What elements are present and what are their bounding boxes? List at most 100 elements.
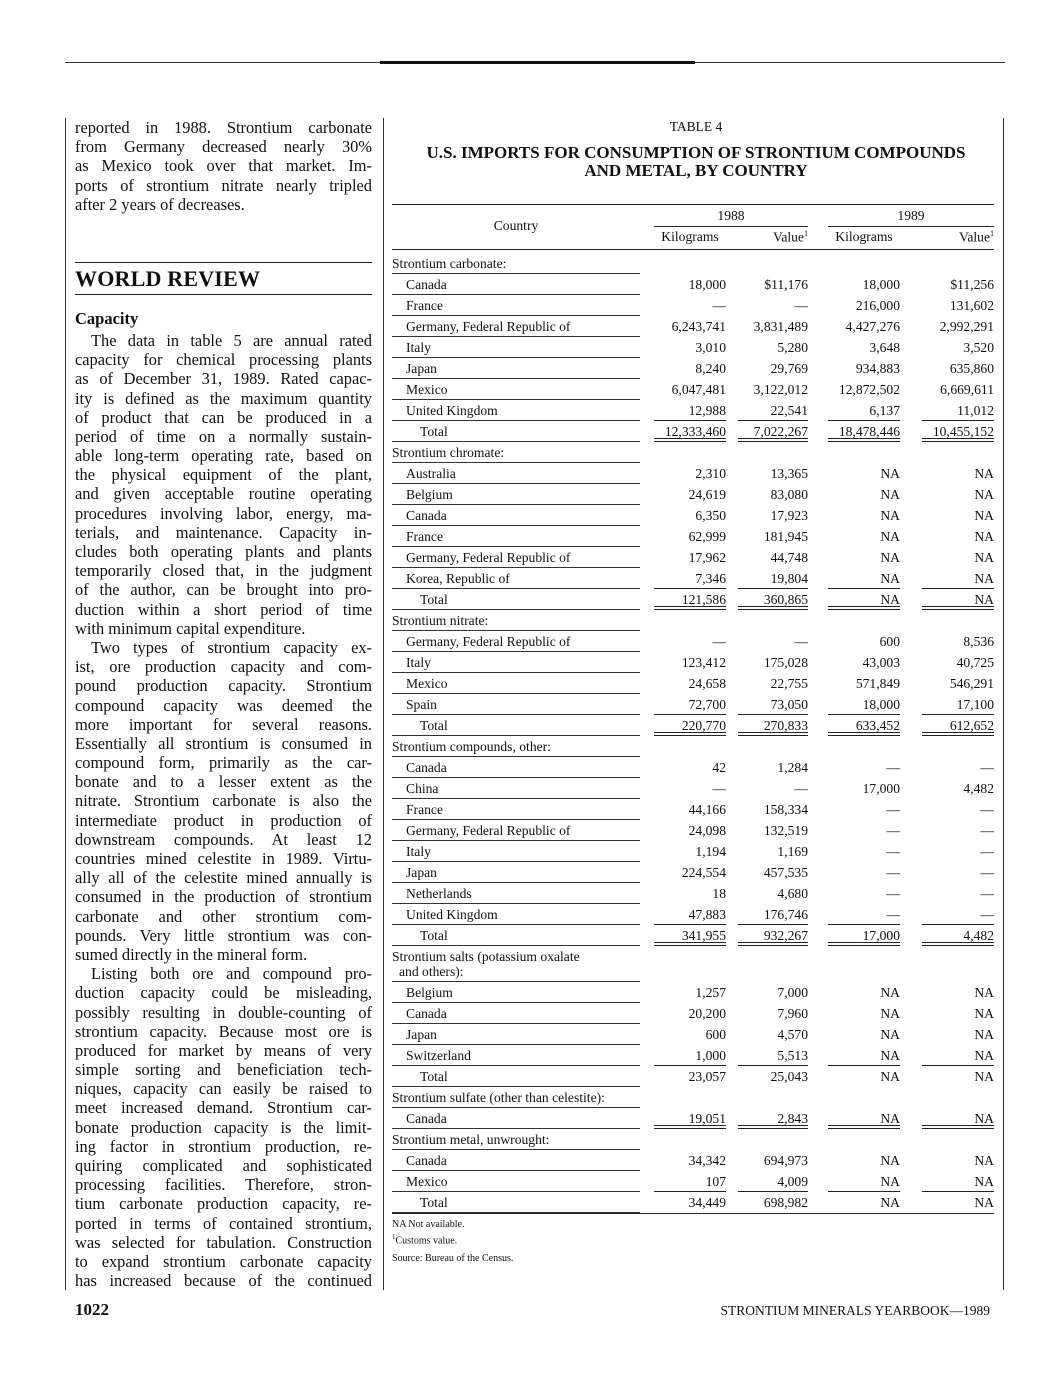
text-line: ing factor in strontium production, re- <box>75 1136 372 1156</box>
table-row: Australia 2,310 13,365 NA NA <box>392 463 994 484</box>
kg-1988-cell: 24,619 <box>688 487 726 502</box>
text-line: ported in terms of contained strontium, <box>75 1213 372 1233</box>
value-1988-cell: 1,169 <box>777 844 808 859</box>
table-row: Belgium 24,619 83,080 NA NA <box>392 484 994 505</box>
header-1988: 1988 <box>717 208 745 223</box>
kg-1989-cell: NA <box>880 1006 900 1021</box>
table-group-row: Strontium nitrate: <box>392 610 994 631</box>
table-row: Spain 72,700 73,050 18,000 17,100 <box>392 694 994 715</box>
kg-1989-cell: 18,000 <box>828 694 900 715</box>
country-cell: Italy <box>392 841 640 862</box>
value-1988-cell: 176,746 <box>738 904 808 925</box>
value-1988-cell: 181,945 <box>763 529 808 544</box>
kg-1988-cell: 34,342 <box>688 1153 726 1168</box>
table-title-line-1: U.S. IMPORTS FOR CONSUMPTION OF STRONTIU… <box>426 143 966 162</box>
kg-1989-cell: NA <box>880 466 900 481</box>
kg-1989-cell: 600 <box>879 634 900 649</box>
kg-1989-cell: 6,137 <box>828 400 900 421</box>
column-divider <box>383 118 384 1290</box>
kg-1988-cell: 1,000 <box>654 1045 726 1066</box>
value-1989-cell: NA <box>922 1171 994 1192</box>
text-line: tium carbonate production capacity, re- <box>75 1194 372 1214</box>
value-1989-cell: NA <box>974 550 994 565</box>
kg-1988-cell: 6,243,741 <box>671 319 726 334</box>
section-heading: WORLD REVIEW <box>75 265 261 291</box>
text-line: simple sorting and beneficiation tech- <box>75 1060 372 1080</box>
country-cell: Canada <box>392 1108 640 1129</box>
value-1989-cell: $11,256 <box>950 277 994 292</box>
kg-1988-cell: 6,350 <box>695 508 726 523</box>
text-line: ity is defined as the maximum quantity <box>75 388 372 408</box>
table-row: Germany, Federal Republic of 17,962 44,748… <box>392 547 994 568</box>
table-row: Canada 6,350 17,923 NA NA <box>392 505 994 526</box>
country-cell: Japan <box>392 862 640 883</box>
value-1988-cell: 29,769 <box>770 361 808 376</box>
value-1988-cell: 694,973 <box>763 1153 808 1168</box>
text-line: terials, and maintenance. Capacity in- <box>75 522 372 542</box>
value-1988-cell: 73,050 <box>738 694 808 715</box>
country-cell: United Kingdom <box>392 904 640 925</box>
kg-1988-cell: 47,883 <box>654 904 726 925</box>
country-cell: France <box>392 799 640 820</box>
country-cell: Australia <box>392 463 640 484</box>
table-body: Strontium carbonate: Canada 18,000 $11,176 1… <box>392 253 994 1213</box>
country-cell: Mexico <box>392 379 640 400</box>
value-1989-cell: 131,602 <box>949 298 994 313</box>
kg-1989-cell: NA <box>880 1195 900 1210</box>
kg-1989-cell: — <box>828 904 900 925</box>
text-line: compound capacity was deemed the <box>75 695 372 715</box>
kg-1989-cell: NA <box>828 1171 900 1192</box>
kg-1989-cell: — <box>886 844 900 859</box>
value-1988-cell: 360,865 <box>738 589 808 610</box>
country-cell: Canada <box>392 1150 640 1171</box>
text-line: after 2 years of decreases. <box>75 194 245 214</box>
text-line: sumed directly in the mineral form. <box>75 944 308 964</box>
kg-1989-cell: NA <box>828 568 900 589</box>
text-line: as of December 31, 1989. Rated capac- <box>75 369 372 389</box>
table-row: Switzerland 1,000 5,513 NA NA <box>392 1045 994 1066</box>
kg-1988-cell: 600 <box>705 1027 726 1042</box>
kg-1988-cell: 12,988 <box>654 400 726 421</box>
value-1988-cell: 7,022,267 <box>738 421 808 442</box>
header-value-1989: Value1 <box>959 229 994 245</box>
value-1989-cell: 40,725 <box>956 655 994 670</box>
value-1988-cell: 44,748 <box>770 550 808 565</box>
country-cell: Canada <box>392 1003 640 1024</box>
value-1988-cell: 7,960 <box>777 1006 808 1021</box>
kg-1989-cell: NA <box>828 1108 900 1129</box>
kg-1988-cell: 24,098 <box>688 823 726 838</box>
kg-1988-cell: 18 <box>712 886 726 901</box>
text-line: ports of strontium nitrate nearly triple… <box>75 175 372 195</box>
table-total-row: Total 34,449 698,982 NA NA <box>392 1192 994 1213</box>
kg-1989-cell: — <box>886 886 900 901</box>
text-line: Listing both ore and compound pro- <box>91 964 372 984</box>
value-1989-cell: 635,860 <box>949 361 994 376</box>
kg-1988-cell: 24,658 <box>688 676 726 691</box>
table-row: France 44,166 158,334 — — <box>392 799 994 820</box>
value-1989-cell: 10,455,152 <box>922 421 994 442</box>
text-line: more important for several reasons. <box>75 714 372 734</box>
country-cell: Strontium nitrate: <box>392 610 640 631</box>
country-cell: France <box>392 526 640 547</box>
kg-1988-cell: 2,310 <box>695 466 726 481</box>
value-1989-cell: 3,520 <box>963 340 994 355</box>
kg-1988-cell: 18,000 <box>688 277 726 292</box>
text-line: intermediate product in production of <box>75 810 372 830</box>
value-1988-cell: — <box>794 298 808 313</box>
left-column-text: reported in 1988. Strontium carbonate fro… <box>75 118 372 1290</box>
country-cell: Italy <box>392 337 640 358</box>
table-row: Japan 8,240 29,769 934,883 635,860 <box>392 358 994 379</box>
country-cell: Italy <box>392 652 640 673</box>
kg-1989-cell: NA <box>880 1069 900 1084</box>
country-cell: Total <box>392 1066 640 1087</box>
kg-1988-cell: 34,449 <box>688 1195 726 1210</box>
text-line: Essentially all strontium is consumed in <box>75 733 372 753</box>
value-1989-cell: NA <box>922 1045 994 1066</box>
value-1989-cell: 6,669,611 <box>940 382 994 397</box>
header-kg-1989: Kilograms <box>835 229 893 244</box>
value-1989-cell: NA <box>974 487 994 502</box>
text-line: the physical equipment of the plant, <box>75 465 372 485</box>
country-cell: Belgium <box>392 982 640 1003</box>
country-cell: Spain <box>392 694 640 715</box>
value-1988-cell: 5,280 <box>777 340 808 355</box>
